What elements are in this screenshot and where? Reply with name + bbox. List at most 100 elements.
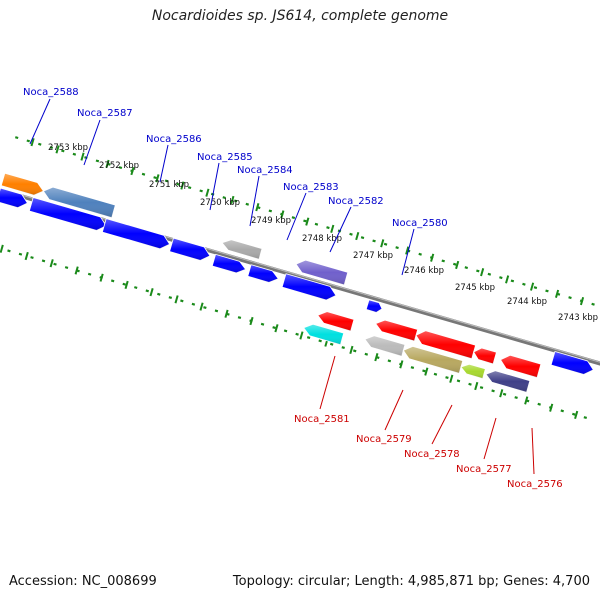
top-tick-dot bbox=[199, 189, 203, 193]
top-tick-dot bbox=[233, 199, 238, 203]
gene-label-top[interactable]: Noca_2580 bbox=[392, 218, 448, 229]
gene-label-top[interactable]: Noca_2587 bbox=[77, 108, 133, 119]
gene-arrow-shade bbox=[102, 218, 170, 249]
gene-arrow-shade bbox=[317, 311, 354, 331]
bottom-major-tick bbox=[474, 381, 479, 391]
top-tick-dot bbox=[291, 216, 296, 220]
top-tick-dot bbox=[72, 152, 77, 156]
bottom-major-tick bbox=[499, 389, 504, 398]
gene-arrow-shade bbox=[0, 188, 28, 208]
gene-label-top[interactable]: Noca_2588 bbox=[23, 87, 79, 98]
bottom-tick-dot bbox=[237, 316, 242, 320]
gene-arrow-shade bbox=[222, 239, 263, 260]
gene-label-bottom[interactable]: Noca_2576 bbox=[507, 479, 563, 490]
top-tick-dot bbox=[360, 236, 365, 240]
bottom-tick-dot bbox=[53, 262, 57, 266]
top-tick-dot bbox=[453, 262, 457, 266]
bottom-leader-line bbox=[319, 355, 336, 410]
bottom-major-tick bbox=[424, 367, 429, 376]
top-tick-dot bbox=[487, 272, 492, 276]
gene-label-bottom[interactable]: Noca_2577 bbox=[456, 464, 512, 475]
top-tick-dot bbox=[118, 166, 123, 170]
top-major-tick bbox=[305, 217, 310, 226]
bottom-tick-dot bbox=[157, 292, 161, 296]
top-tick-dot bbox=[61, 149, 65, 153]
gene-arrow-shade bbox=[43, 187, 116, 218]
bottom-tick-dot bbox=[168, 296, 173, 300]
top-tick-dot bbox=[176, 182, 180, 186]
bottom-tick-dot bbox=[387, 359, 392, 363]
gene-arrow-shade bbox=[366, 299, 383, 313]
top-major-tick bbox=[130, 166, 135, 176]
bottom-tick-dot bbox=[87, 272, 92, 276]
gene-arrow-shade bbox=[460, 364, 486, 379]
top-major-tick bbox=[455, 260, 460, 270]
bottom-tick-dot bbox=[145, 289, 150, 293]
gene-label-bottom[interactable]: Noca_2581 bbox=[294, 414, 350, 425]
top-major-tick bbox=[30, 138, 35, 147]
bottom-major-tick bbox=[99, 273, 104, 282]
bottom-tick-dot bbox=[502, 392, 507, 396]
gene-label-bottom[interactable]: Noca_2578 bbox=[404, 449, 460, 460]
bottom-major-tick bbox=[274, 324, 279, 333]
top-tick-dot bbox=[314, 222, 319, 226]
gene-label-top[interactable]: Noca_2583 bbox=[283, 182, 339, 193]
gene-arrow-shade bbox=[485, 370, 530, 393]
top-tick-dot bbox=[268, 209, 273, 213]
bottom-tick-dot bbox=[64, 266, 69, 270]
kbp-label: 2753 kbp bbox=[48, 143, 88, 153]
bottom-tick-dot bbox=[341, 346, 345, 350]
bottom-tick-dot bbox=[318, 339, 322, 343]
bottom-major-tick bbox=[374, 353, 379, 362]
gene-arrow-shade bbox=[1, 173, 44, 196]
bottom-major-tick bbox=[224, 309, 229, 318]
kbp-label: 2751 kbp bbox=[149, 180, 189, 190]
gene-label-top[interactable]: Noca_2585 bbox=[197, 152, 253, 163]
gene-label-top[interactable]: Noca_2586 bbox=[146, 134, 202, 145]
bottom-tick-dot bbox=[422, 369, 426, 373]
bottom-tick-dot bbox=[191, 302, 196, 306]
top-tick-dot bbox=[164, 179, 169, 183]
kbp-label: 2746 kbp bbox=[404, 266, 444, 276]
gene-label-top[interactable]: Noca_2584 bbox=[237, 165, 293, 176]
bottom-tick-dot bbox=[214, 309, 219, 313]
top-tick-dot bbox=[464, 266, 469, 270]
top-major-tick bbox=[55, 145, 60, 154]
bottom-major-tick bbox=[149, 288, 154, 297]
top-leader-line bbox=[401, 228, 415, 276]
bottom-major-tick bbox=[249, 316, 254, 326]
bottom-tick-dot bbox=[514, 396, 518, 400]
top-leader-line bbox=[209, 162, 220, 211]
bottom-leader-line bbox=[483, 417, 497, 460]
bottom-major-tick bbox=[49, 259, 54, 268]
top-major-tick bbox=[505, 275, 510, 284]
bottom-tick-dot bbox=[445, 376, 449, 380]
top-leader-line bbox=[159, 144, 169, 183]
gene-label-top[interactable]: Noca_2582 bbox=[328, 196, 384, 207]
tick-layer: 2753 kbp 2752 kbp 2751 kbp 2750 kbp 2749 kbp… bbox=[0, 136, 598, 420]
top-tick-dot bbox=[418, 252, 422, 256]
top-tick-dot bbox=[303, 219, 307, 223]
gene-label-bottom[interactable]: Noca_2579 bbox=[356, 434, 412, 445]
top-tick-dot bbox=[26, 139, 30, 143]
bottom-tick-dot bbox=[180, 299, 184, 303]
leader-layer bbox=[29, 98, 535, 475]
top-major-tick bbox=[180, 181, 185, 190]
gene-arrow-shade bbox=[212, 254, 246, 273]
top-major-tick bbox=[480, 268, 485, 277]
bottom-tick-dot bbox=[110, 279, 115, 283]
top-tick-dot bbox=[141, 172, 146, 176]
kbp-label: 2749 kbp bbox=[251, 216, 291, 226]
bottom-major-tick bbox=[574, 410, 579, 420]
bottom-tick-dot bbox=[491, 389, 495, 393]
bottom-tick-dot bbox=[433, 372, 438, 376]
gene-arrow-shade bbox=[169, 238, 210, 261]
top-major-tick bbox=[280, 210, 285, 219]
top-major-tick bbox=[80, 152, 85, 161]
top-major-tick bbox=[405, 246, 410, 255]
top-tick-dot bbox=[49, 146, 54, 150]
bottom-tick-dot bbox=[30, 256, 34, 260]
bottom-leader-line bbox=[531, 427, 535, 475]
label-layer: Noca_2588 Noca_2587 Noca_2586 Noca_2585 Noca… bbox=[23, 87, 563, 490]
